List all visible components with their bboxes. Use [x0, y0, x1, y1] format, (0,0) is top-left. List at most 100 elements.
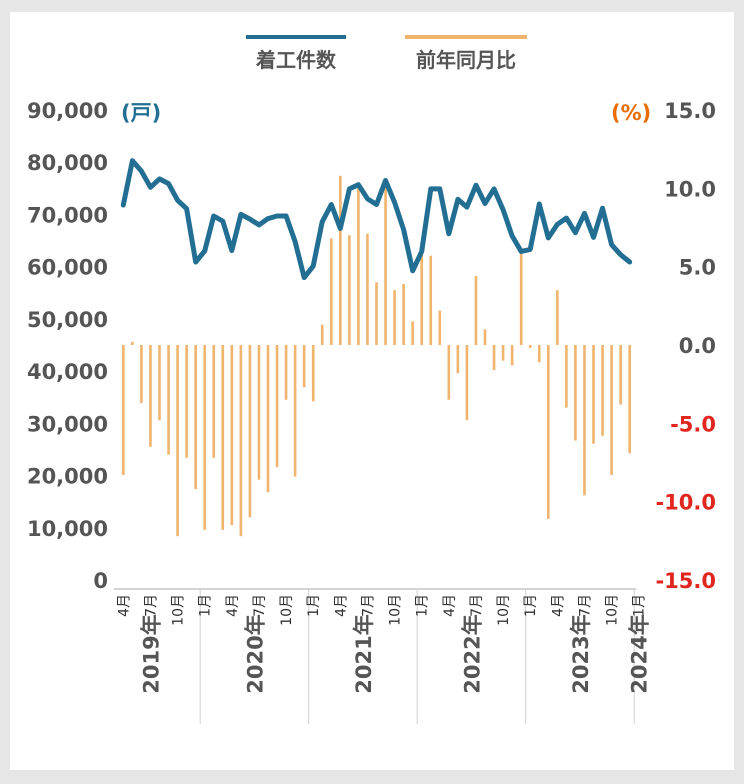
yoy-bar	[537, 345, 541, 363]
month-label: 1月	[632, 594, 648, 617]
month-label: 1月	[198, 594, 214, 617]
month-label: 4月	[442, 594, 458, 617]
month-label: 7月	[143, 594, 159, 617]
left-axis-unit: (戸)	[121, 101, 161, 125]
yoy-bar	[266, 345, 270, 493]
yoy-bar	[203, 345, 207, 530]
month-label: 7月	[360, 594, 376, 617]
right-tick-label: 0.0	[679, 334, 716, 358]
yoy-bar	[176, 345, 179, 537]
yoy-bar	[411, 321, 414, 345]
legend-label-yoy: 前年同月比	[416, 48, 516, 72]
left-axis-ticks: 90,000 80,000 70,000 60,000 50,000 40,000 30,0…	[27, 99, 108, 593]
yoy-bar	[194, 345, 197, 490]
yoy-bar	[221, 345, 225, 530]
month-labels: 4月 7月 10月 1月 4月 7月 10月 1月 4月 7月 10月 1月 4月 7月 10月 1月 4月 7月…	[116, 594, 647, 626]
yoy-bar	[510, 345, 514, 366]
legend: 着工件数 前年同月比	[246, 35, 527, 72]
month-label: 10月	[496, 594, 512, 626]
chart-frame: 着工件数 前年同月比 (戸) (%) 90,000 80,000 70,000 60,…	[10, 12, 734, 770]
yoy-bar	[320, 324, 324, 345]
yoy-bar	[420, 249, 424, 345]
yoy-bar	[474, 276, 478, 345]
month-label: 7月	[252, 594, 268, 617]
right-tick-label: -5.0	[670, 412, 716, 436]
yoy-bar	[212, 345, 216, 458]
right-axis-ticks: 15.0 10.0 5.0 0.0 -5.0 -10.0 -15.0	[655, 99, 716, 593]
legend-label-starts: 着工件数	[255, 48, 337, 72]
year-label: 2021年	[352, 614, 376, 693]
yoy-bar	[619, 345, 622, 405]
left-tick-label: 60,000	[27, 256, 108, 280]
yoy-bar	[158, 345, 161, 421]
year-label: 2024年	[628, 614, 652, 693]
left-tick-label: 10,000	[27, 517, 108, 541]
yoy-bar	[429, 255, 433, 345]
month-label: 1月	[306, 594, 322, 617]
yoy-bar	[393, 290, 396, 345]
yoy-bar	[311, 345, 315, 402]
yoy-bar	[122, 345, 125, 476]
right-axis-unit: (%)	[611, 101, 651, 125]
right-tick-label: 15.0	[664, 99, 716, 123]
month-label: 4月	[550, 594, 566, 617]
year-label: 2020年	[243, 614, 267, 693]
yoy-bar	[574, 345, 577, 441]
right-tick-label: 5.0	[679, 256, 716, 280]
yoy-bar	[465, 345, 469, 421]
yoy-bar	[528, 345, 532, 349]
yoy-bar	[185, 345, 188, 458]
left-tick-label: 70,000	[27, 203, 108, 227]
month-label: 10月	[605, 594, 621, 626]
yoy-bar	[483, 329, 487, 345]
month-label: 7月	[577, 594, 593, 617]
yoy-bar	[565, 345, 568, 408]
yoy-bar	[167, 345, 170, 455]
yoy-bar	[275, 345, 279, 468]
yoy-bar	[131, 341, 134, 345]
month-label: 4月	[225, 594, 241, 617]
yoy-bar	[284, 345, 288, 400]
yoy-bars	[122, 175, 631, 537]
yoy-bar	[302, 345, 306, 388]
right-tick-label: -15.0	[655, 569, 716, 593]
combo-chart: 着工件数 前年同月比 (戸) (%) 90,000 80,000 70,000 60,…	[27, 35, 716, 724]
yoy-bar	[592, 345, 595, 444]
yoy-bar	[492, 345, 496, 371]
yoy-bar	[140, 345, 143, 403]
yoy-bar	[329, 238, 333, 345]
left-tick-label: 30,000	[27, 412, 108, 436]
starts-line	[120, 158, 633, 281]
month-label: 10月	[171, 594, 187, 626]
yoy-bar	[610, 345, 613, 476]
yoy-bar	[339, 175, 342, 345]
left-tick-label: 0	[93, 569, 108, 593]
yoy-bar	[556, 290, 559, 345]
yoy-bar	[248, 345, 252, 518]
month-label: 10月	[279, 594, 295, 626]
yoy-bar	[519, 247, 523, 345]
left-tick-label: 40,000	[27, 360, 108, 384]
yoy-bar	[546, 345, 550, 519]
yoy-bar	[501, 345, 505, 361]
month-label: 1月	[523, 594, 539, 617]
yoy-bar	[357, 183, 360, 345]
right-tick-label: 10.0	[664, 177, 716, 201]
year-label: 2019年	[139, 614, 163, 693]
month-label: 4月	[333, 594, 349, 617]
year-label: 2023年	[569, 614, 593, 693]
left-tick-label: 80,000	[27, 151, 108, 175]
yoy-bar	[375, 282, 378, 345]
month-label: 4月	[116, 594, 132, 617]
left-tick-label: 20,000	[27, 465, 108, 489]
yoy-bar	[384, 178, 387, 345]
yoy-bar	[402, 283, 405, 345]
left-tick-label: 50,000	[27, 308, 108, 332]
left-tick-label: 90,000	[27, 99, 108, 123]
month-label: 7月	[469, 594, 485, 617]
yoy-bar	[583, 345, 586, 496]
yoy-bar	[348, 235, 351, 345]
yoy-bar	[456, 345, 460, 374]
yoy-bar	[293, 345, 297, 477]
month-label: 1月	[415, 594, 431, 617]
